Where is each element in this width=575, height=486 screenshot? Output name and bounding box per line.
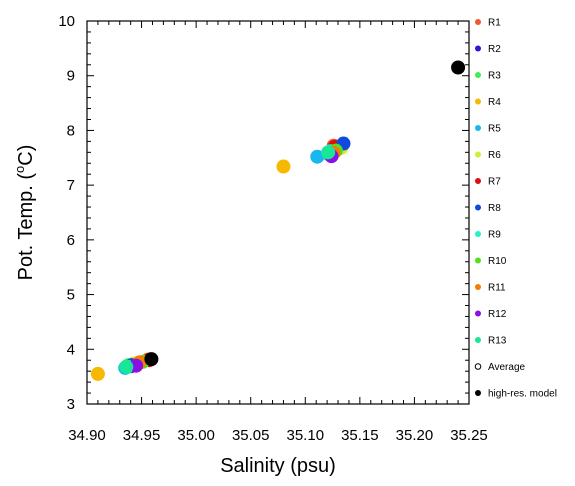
legend-label: R11 xyxy=(488,283,506,294)
y-tick-label: 8 xyxy=(67,122,75,139)
legend: R1 R2 R3 R4 R5 R6 R7 R8 R9 R10 R11 R12 R13 Average hig… xyxy=(474,18,557,400)
data-point xyxy=(119,359,134,374)
legend-marker xyxy=(475,151,481,158)
y-tick-label: 9 xyxy=(67,68,75,85)
legend-label: R10 xyxy=(488,256,507,267)
legend-label: high-res. model xyxy=(488,389,557,400)
x-tick-label: 34.90 xyxy=(68,427,106,444)
legend-label: R2 xyxy=(488,44,501,55)
x-tick-label: 35.05 xyxy=(232,427,270,444)
legend-marker xyxy=(475,178,481,184)
data-markers xyxy=(90,60,466,381)
x-tick-label: 34.95 xyxy=(123,427,161,444)
legend-label: R4 xyxy=(488,97,501,108)
y-tick-label: 6 xyxy=(67,232,75,249)
tick-labels: 34.90 34.95 35.00 35.05 35.10 35.15 35.20 35.25… xyxy=(58,13,487,444)
data-point xyxy=(90,366,105,381)
y-axis-title-prefix: Pot. Temp. ( xyxy=(15,173,37,281)
x-tick-label: 35.20 xyxy=(396,427,434,444)
data-point xyxy=(144,352,159,367)
axis-ticks xyxy=(86,20,470,405)
y-axis-title-degree: o xyxy=(12,166,27,173)
legend-label: R9 xyxy=(488,230,501,241)
x-tick-label: 35.25 xyxy=(450,427,488,444)
x-tick-label: 35.15 xyxy=(341,427,379,444)
x-axis-title: Salinity (psu) xyxy=(220,455,336,477)
legend-label: R12 xyxy=(488,309,507,320)
data-point xyxy=(451,60,466,75)
y-axis-title: Pot. Temp. (oC) xyxy=(12,145,37,281)
legend-marker xyxy=(475,19,481,25)
legend-label: R7 xyxy=(488,177,501,188)
legend-marker xyxy=(475,257,481,264)
legend-marker xyxy=(475,125,481,131)
legend-marker xyxy=(475,390,481,396)
legend-marker xyxy=(475,45,481,52)
legend-marker xyxy=(475,204,481,211)
plot-frame xyxy=(86,20,470,405)
legend-marker xyxy=(475,310,481,317)
legend-label: R13 xyxy=(488,336,507,347)
y-tick-label: 7 xyxy=(67,177,75,194)
legend-marker xyxy=(474,363,482,370)
x-tick-label: 35.00 xyxy=(177,427,215,444)
legend-label: R3 xyxy=(488,71,501,82)
data-point xyxy=(321,145,336,160)
data-point xyxy=(276,159,291,174)
legend-marker xyxy=(475,72,481,78)
legend-marker xyxy=(475,284,481,290)
legend-label: R6 xyxy=(488,150,501,161)
data-point xyxy=(310,149,325,164)
legend-label: Average xyxy=(488,362,526,373)
legend-label: R8 xyxy=(488,203,501,214)
legend-marker xyxy=(475,337,481,343)
y-tick-label: 10 xyxy=(58,13,75,30)
legend-label: R5 xyxy=(488,124,501,135)
y-tick-label: 4 xyxy=(67,341,75,358)
y-tick-label: 5 xyxy=(67,287,75,304)
y-axis-title-suffix: C) xyxy=(15,145,37,166)
legend-marker xyxy=(475,98,481,105)
legend-label: R1 xyxy=(488,18,501,29)
x-tick-label: 35.10 xyxy=(287,427,325,444)
legend-marker xyxy=(475,231,481,237)
y-tick-label: 3 xyxy=(67,396,75,413)
